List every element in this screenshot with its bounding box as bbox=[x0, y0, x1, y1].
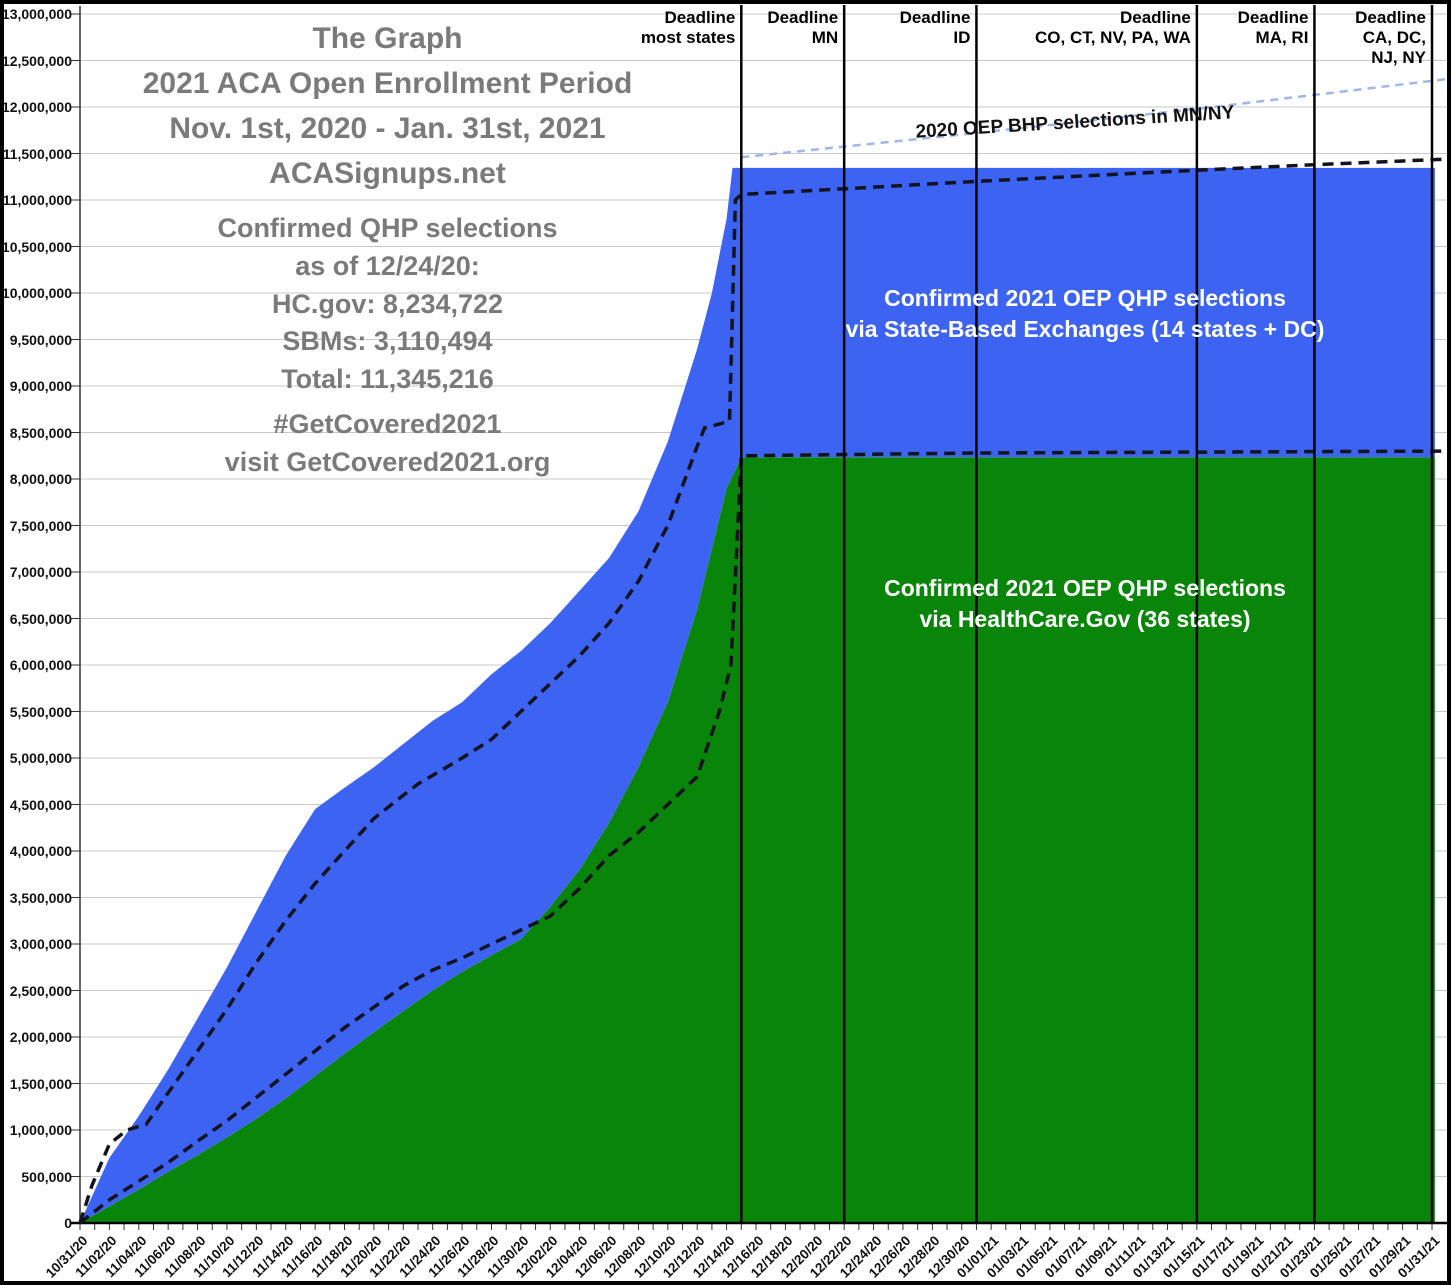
comparison-dashed-line-0 bbox=[78, 449, 1447, 1225]
sbm-area bbox=[80, 167, 1435, 1223]
comparison-dashed-line-1 bbox=[78, 157, 1447, 1224]
hcgov-area bbox=[80, 457, 1435, 1223]
bhp-dashed-line bbox=[741, 77, 1447, 159]
